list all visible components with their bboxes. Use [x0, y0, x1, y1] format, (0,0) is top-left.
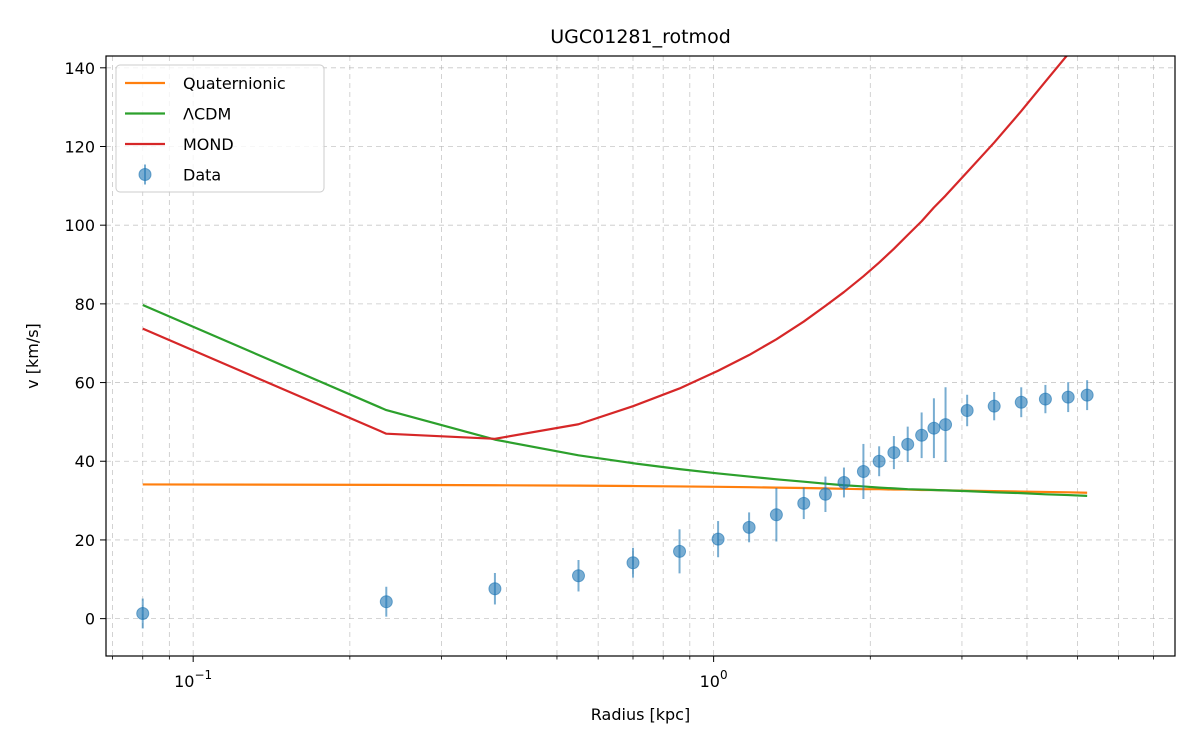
legend-marker-data: [138, 168, 152, 181]
data-point: [901, 437, 915, 451]
data-point: [927, 421, 941, 435]
y-tick-label: 60: [75, 374, 95, 393]
legend: Quaternionic ΛCDM MOND Data: [115, 64, 325, 193]
data-point: [626, 556, 640, 570]
y-tick-label: 120: [64, 137, 95, 156]
data-point: [837, 475, 851, 489]
data-point: [571, 569, 585, 583]
data-points: [136, 380, 1094, 629]
data-point: [1038, 392, 1052, 406]
data-point: [1080, 388, 1094, 402]
legend-label-mond: MOND: [183, 135, 234, 154]
chart-title: UGC01281_rotmod: [550, 26, 731, 48]
data-point: [856, 464, 870, 478]
data-point: [915, 428, 929, 442]
data-point: [1061, 390, 1075, 404]
data-point: [797, 496, 811, 510]
data-point: [872, 454, 886, 468]
data-point: [1014, 395, 1028, 409]
legend-label-quaternionic: Quaternionic: [183, 74, 286, 93]
y-axis-label: v [km/s]: [23, 323, 42, 389]
data-point: [379, 595, 393, 609]
data-point: [711, 532, 725, 546]
y-tick-label: 20: [75, 531, 95, 550]
x-tick-label: 100: [700, 668, 728, 691]
series-layer: [136, 56, 1094, 629]
plot-frame: [105, 55, 1176, 657]
data-point: [673, 544, 687, 558]
data-point: [742, 520, 756, 534]
legend-box: [115, 64, 325, 193]
data-point: [887, 446, 901, 460]
series-line-mond: [142, 56, 1068, 440]
legend-label-data: Data: [183, 166, 221, 185]
x-axis-label: Radius [kpc]: [591, 705, 690, 724]
axis-ticks: 10−1 100 0 20 40 60 80 100 120 140: [64, 59, 1154, 691]
data-point: [136, 607, 150, 621]
data-point: [987, 399, 1001, 413]
y-tick-label: 40: [75, 452, 95, 471]
y-tick-label: 0: [85, 610, 95, 629]
y-tick-label: 140: [64, 59, 95, 78]
data-point: [769, 508, 783, 522]
legend-label-lcdm: ΛCDM: [183, 105, 231, 124]
data-point: [818, 487, 832, 501]
y-tick-label: 80: [75, 295, 95, 314]
y-tick-label: 100: [64, 216, 95, 235]
x-tick-label: 10−1: [174, 668, 212, 691]
data-point: [939, 418, 953, 432]
data-point: [960, 403, 974, 417]
data-point: [488, 582, 502, 596]
